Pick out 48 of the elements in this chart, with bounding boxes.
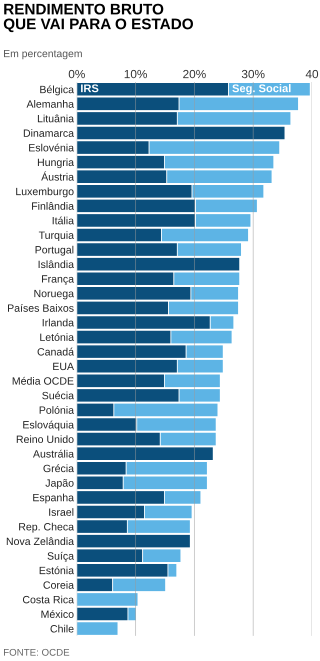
y-tick-label: Noruega (34, 290, 74, 300)
y-tick-label: Bélgica (40, 85, 74, 96)
y-tick-label: Luxemburgo (16, 187, 74, 198)
y-tick-label: Eslováquia (23, 420, 74, 431)
y-tick-label: Dinamarca (24, 129, 74, 137)
y-tick-label: Austrália (32, 450, 74, 458)
series-label: Seg. Social (232, 84, 291, 94)
y-tick-label: Áustria (41, 171, 74, 181)
y-tick-label: Costa Rica (22, 596, 74, 604)
y-tick-label: Rep. Checa (19, 522, 74, 533)
y-tick-label: Eslovénia (29, 144, 74, 152)
y-tick-label: Irlanda (42, 318, 74, 326)
x-tick-label: 40 (306, 70, 318, 78)
x-tick-label: 0% (68, 70, 85, 78)
y-tick-label: Letónia (40, 333, 74, 341)
y-tick-label: EUA (53, 362, 74, 370)
y-tick-label: Alemanha (26, 100, 74, 108)
x-tick-label: 10% (124, 70, 147, 78)
series-label: IRS (81, 84, 98, 92)
chart-title: RENDIMENTO BRUTO QUE VAI PARA O ESTADO (4, 4, 193, 32)
y-tick-label: Suíça (48, 552, 74, 562)
y-tick-label: Média OCDE (12, 376, 74, 385)
y-tick-label: Coreia (43, 581, 74, 589)
y-tick-label: Islândia (38, 260, 74, 268)
y-tick-label: Reino Unido (16, 435, 74, 444)
y-tick-label: França (42, 275, 74, 285)
y-tick-label: Japão (45, 479, 74, 489)
y-tick-label: Itália (52, 216, 74, 224)
x-tick-label: 30% (242, 70, 265, 78)
chart-subtitle: Em percentagem (4, 50, 82, 60)
y-tick-label: Portugal (36, 246, 74, 256)
y-tick-label: Polónia (40, 406, 74, 414)
source-note: FONTE: OCDE (4, 648, 70, 656)
y-tick-label: Turquia (38, 231, 74, 242)
y-tick-label: Países Baixos (8, 304, 74, 312)
x-tick-label: 20% (183, 70, 206, 78)
y-tick-label: Hungria (38, 158, 74, 168)
y-tick-label: Chile (50, 624, 74, 633)
y-tick-label: Grécia (43, 464, 74, 472)
y-tick-label: México (41, 610, 74, 618)
y-tick-label: Lituânia (38, 114, 74, 122)
y-tick-label: Canadá (38, 348, 74, 356)
y-tick-label: Estónia (40, 566, 74, 574)
y-tick-label: Espanha (33, 494, 74, 504)
y-tick-label: Nova Zelândia (6, 537, 74, 546)
y-tick-label: Finlândia (32, 202, 74, 210)
y-tick-label: Suécia (42, 391, 74, 400)
y-tick-label: Israel (49, 508, 74, 516)
